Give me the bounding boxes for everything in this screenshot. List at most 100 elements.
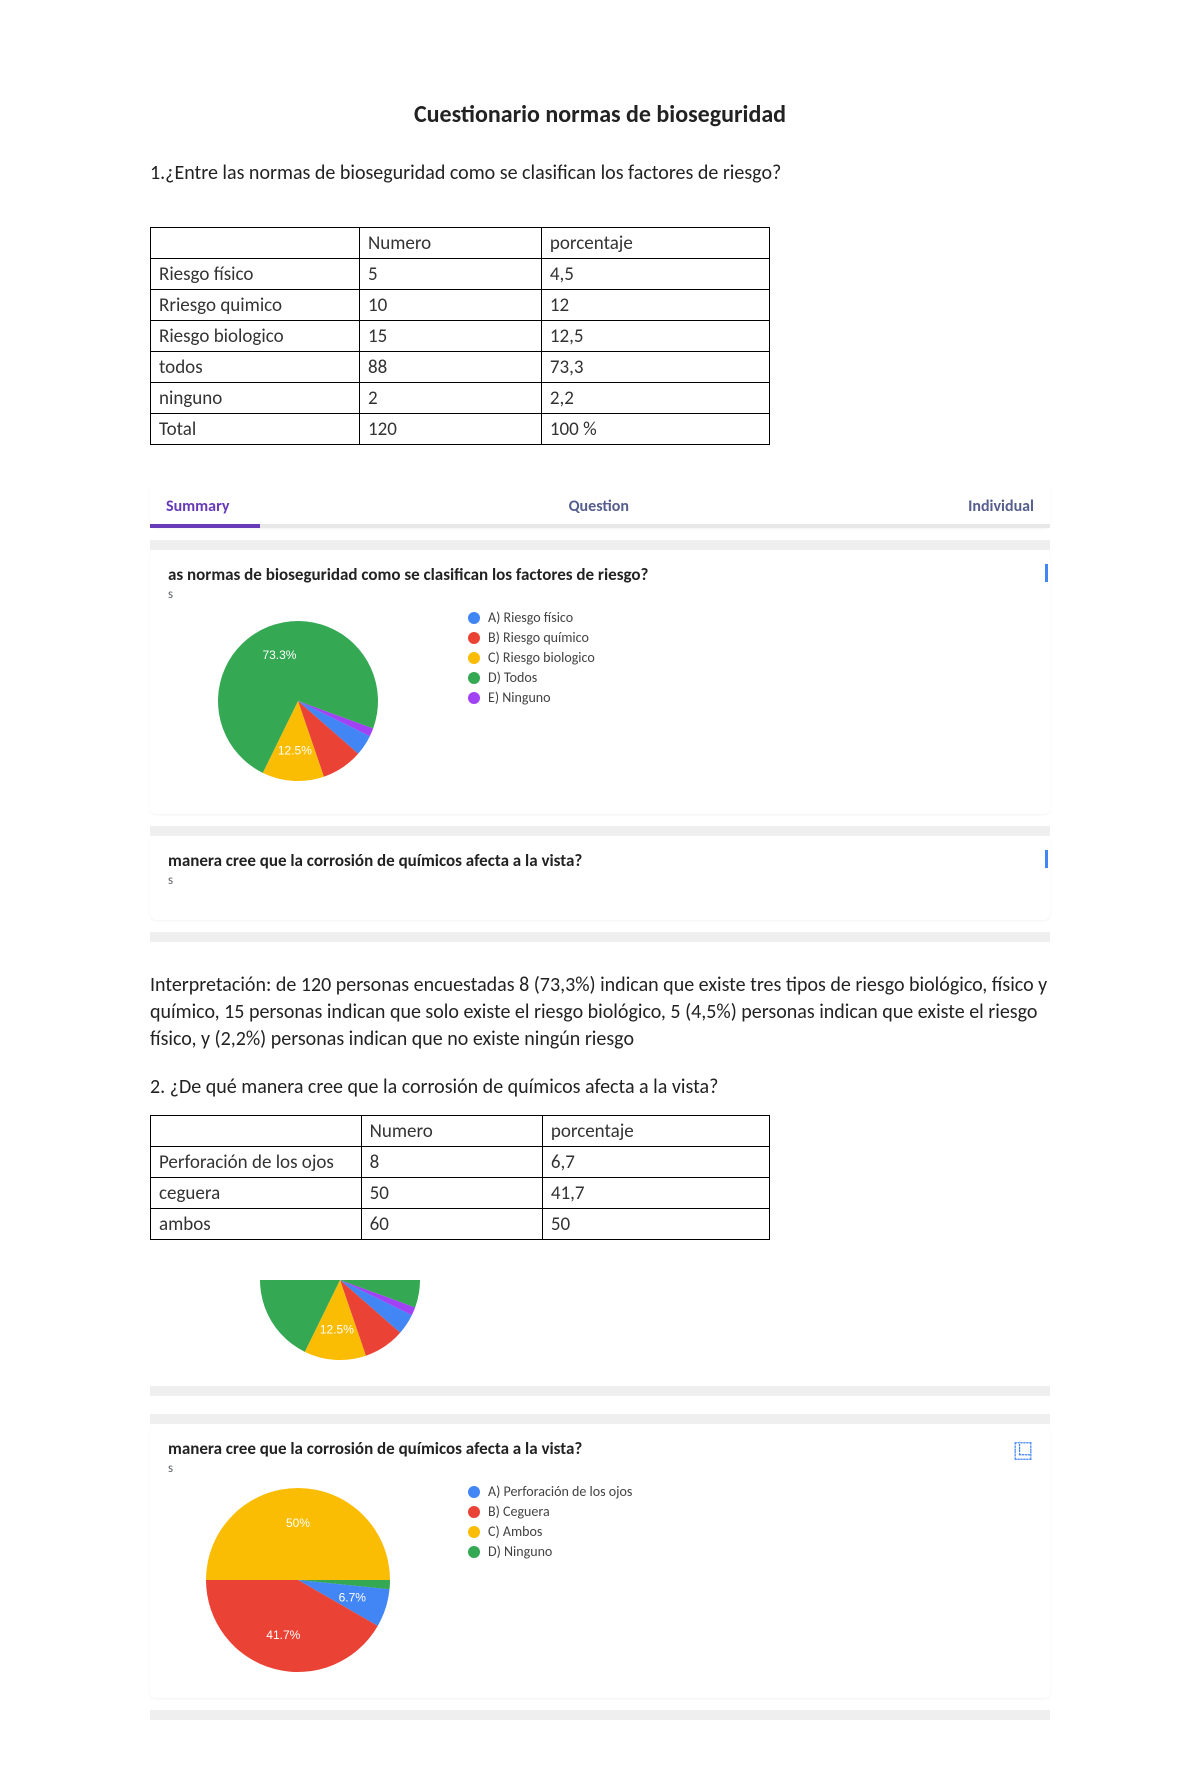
svg-text:12.5%: 12.5% (320, 1323, 354, 1337)
scrollbar-indicator (1045, 564, 1048, 582)
legend-item: E) Ninguno (468, 689, 595, 706)
pie-chart-2: 6.7%41.7%50% (168, 1480, 428, 1680)
cell: 8 (361, 1147, 542, 1178)
svg-text:6.7%: 6.7% (339, 1590, 367, 1604)
cell: Riesgo físico (151, 259, 360, 290)
divider (150, 932, 1050, 942)
legend-item: C) Ambos (468, 1523, 632, 1540)
question-2-text: 2. ¿De qué manera cree que la corrosión … (150, 1073, 1050, 1101)
legend-label: D) Todos (488, 669, 537, 686)
cell: 120 (359, 414, 541, 445)
cell: Rriesgo quimico (151, 290, 360, 321)
legend-label: B) Ceguera (488, 1503, 550, 1520)
legend-item: D) Todos (468, 669, 595, 686)
legend-label: A) Perforación de los ojos (488, 1483, 632, 1500)
cell: 10 (359, 290, 541, 321)
legend-swatch (468, 672, 480, 684)
table-2: Numero porcentaje Perforación de los ojo… (150, 1115, 770, 1240)
table-row: Perforación de los ojos86,7 (151, 1147, 770, 1178)
legend-2: A) Perforación de los ojos B) Ceguera C) A… (468, 1480, 632, 1563)
export-icon[interactable]: ⿺ (1014, 1438, 1032, 1464)
legend-label: D) Ninguno (488, 1543, 552, 1560)
question-1-text: 1.¿Entre las normas de bioseguridad como… (150, 159, 1050, 187)
cell: porcentaje (541, 228, 769, 259)
cell: Total (151, 414, 360, 445)
pie-chart-1-partial: 12.5%73.3% (210, 1280, 470, 1380)
cell: ceguera (151, 1178, 362, 1209)
table-row: ninguno22,2 (151, 383, 770, 414)
cell: Riesgo biologico (151, 321, 360, 352)
forms-screenshot-1: Summary Question Individual as normas de… (150, 485, 1050, 942)
cell: porcentaje (542, 1116, 769, 1147)
legend-item: D) Ninguno (468, 1543, 632, 1560)
table-row: todos8873,3 (151, 352, 770, 383)
legend-swatch (468, 1526, 480, 1538)
chart2-sub: s (168, 1461, 1032, 1476)
legend-swatch (468, 1486, 480, 1498)
chart-card-1: as normas de bioseguridad como se clasif… (150, 550, 1050, 814)
cell: ninguno (151, 383, 360, 414)
divider (150, 826, 1050, 836)
divider (150, 1414, 1050, 1424)
tab-individual[interactable]: Individual (964, 495, 1038, 518)
cell: 50 (542, 1209, 769, 1240)
table-row: Numero porcentaje (151, 1116, 770, 1147)
table-row: ceguera5041,7 (151, 1178, 770, 1209)
table-row: Total120100 % (151, 414, 770, 445)
cell: 50 (361, 1178, 542, 1209)
table-row: Rriesgo quimico1012 (151, 290, 770, 321)
chart1b-question: manera cree que la corrosión de químicos… (168, 850, 1032, 871)
cell: 4,5 (541, 259, 769, 290)
cell: Perforación de los ojos (151, 1147, 362, 1178)
legend-item: A) Riesgo físico (468, 609, 595, 626)
interpretation-1: Interpretación: de 120 personas encuesta… (150, 972, 1050, 1053)
page-title: Cuestionario normas de bioseguridad (150, 100, 1050, 129)
legend-label: C) Riesgo biologico (488, 649, 595, 666)
table-row: Numero porcentaje (151, 228, 770, 259)
scrollbar-indicator (1045, 850, 1048, 868)
tabs-card: Summary Question Individual (150, 485, 1050, 528)
legend-swatch (468, 1506, 480, 1518)
divider (150, 540, 1050, 550)
chart-card-1b: manera cree que la corrosión de químicos… (150, 836, 1050, 920)
cell: 12 (541, 290, 769, 321)
chart1-sub: s (168, 587, 1032, 602)
svg-text:41.7%: 41.7% (266, 1628, 300, 1642)
cell (151, 1116, 362, 1147)
legend-swatch (468, 692, 480, 704)
tab-summary[interactable]: Summary (162, 495, 233, 518)
cell: todos (151, 352, 360, 383)
pie-chart-1: 12.5%73.3% (168, 606, 428, 796)
legend-label: C) Ambos (488, 1523, 542, 1540)
chart2-question: manera cree que la corrosión de químicos… (168, 1438, 1032, 1459)
page: Cuestionario normas de bioseguridad 1.¿E… (0, 0, 1200, 1780)
table-row: Riesgo físico54,5 (151, 259, 770, 290)
cell: 15 (359, 321, 541, 352)
cell (151, 228, 360, 259)
cell: 73,3 (541, 352, 769, 383)
legend-item: B) Ceguera (468, 1503, 632, 1520)
tab-question[interactable]: Question (565, 495, 633, 518)
cell: 41,7 (542, 1178, 769, 1209)
cell: 12,5 (541, 321, 769, 352)
table-row: Riesgo biologico1512,5 (151, 321, 770, 352)
legend-swatch (468, 652, 480, 664)
legend-item: B) Riesgo químico (468, 629, 595, 646)
divider (150, 1710, 1050, 1720)
divider (150, 1386, 1050, 1396)
cell: 2,2 (541, 383, 769, 414)
table-1: Numero porcentaje Riesgo físico54,5 Rrie… (150, 227, 770, 445)
cell: 2 (359, 383, 541, 414)
chart1b-sub: s (168, 873, 1032, 888)
legend-label: B) Riesgo químico (488, 629, 589, 646)
cell: 5 (359, 259, 541, 290)
legend-swatch (468, 632, 480, 644)
cell: 88 (359, 352, 541, 383)
cell: Numero (361, 1116, 542, 1147)
table-row: ambos6050 (151, 1209, 770, 1240)
chart-card-2: ⿺ manera cree que la corrosión de químic… (150, 1424, 1050, 1698)
tab-active-indicator (150, 524, 260, 528)
legend-swatch (468, 1546, 480, 1558)
cell: 100 % (541, 414, 769, 445)
legend-label: A) Riesgo físico (488, 609, 573, 626)
